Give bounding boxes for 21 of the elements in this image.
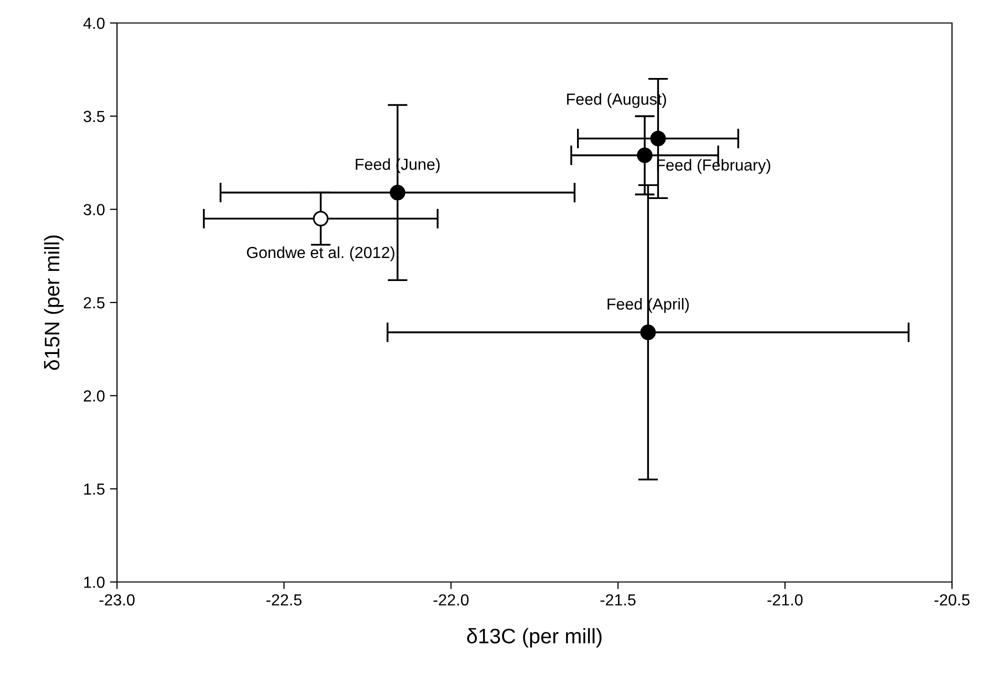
x-tick-label: -22.0 — [434, 594, 469, 606]
y-tick-label: 1.0 — [84, 576, 105, 588]
y-tick-label: 2.0 — [84, 390, 105, 402]
point — [636, 148, 652, 164]
x-tick-label: -21.0 — [768, 594, 803, 606]
x-tick-label: -23.0 — [100, 594, 135, 606]
x-tick-label: -21.5 — [600, 594, 636, 606]
y-axis-title: δ15N (per mill) — [44, 235, 64, 370]
y-tick-label: 2.5 — [84, 297, 105, 308]
y-tick-label: 3.5 — [84, 110, 105, 122]
y-tick-label: 4.0 — [83, 18, 105, 29]
x-tick-label: -22.5 — [266, 594, 302, 606]
y-tick-label: 3.0 — [84, 204, 105, 216]
x-tick-label: -20.5 — [934, 594, 970, 606]
x-axis-title: δ13C (per mill) — [467, 628, 602, 648]
point — [312, 210, 329, 226]
point — [640, 324, 656, 340]
point — [650, 130, 666, 146]
series-label: Gondwe et al. (2012) — [246, 246, 394, 262]
point — [390, 184, 406, 200]
y-tick-label: 1.5 — [84, 484, 105, 495]
